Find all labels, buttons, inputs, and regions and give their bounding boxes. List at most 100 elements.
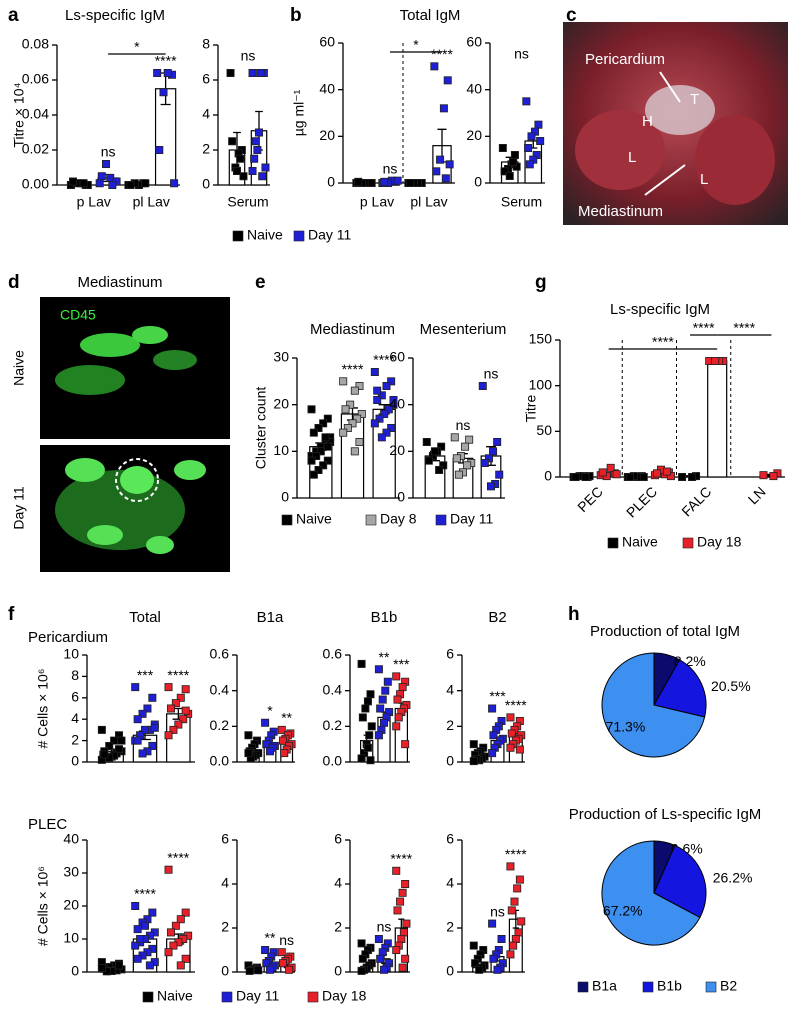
data-point	[392, 722, 401, 731]
legend-label: Day 8	[380, 511, 417, 527]
significance: ns	[101, 144, 116, 160]
data-point	[357, 409, 366, 418]
data-point	[379, 718, 388, 727]
data-point	[248, 69, 257, 78]
data-point	[314, 423, 323, 432]
data-point	[430, 62, 439, 71]
y-tick-label: 40	[389, 395, 405, 411]
data-point	[357, 659, 366, 668]
data-point	[463, 461, 472, 470]
significance: ****	[167, 667, 189, 683]
data-point	[323, 414, 332, 423]
data-point	[339, 428, 348, 437]
y-tick-label: 4	[202, 106, 210, 122]
significance: ****	[134, 886, 156, 902]
data-point	[97, 725, 106, 734]
significance: ****	[505, 697, 527, 713]
data-point	[439, 104, 448, 113]
data-point	[424, 456, 433, 465]
data-point	[366, 756, 375, 765]
data-point	[441, 174, 450, 183]
pie-label: 20.5%	[711, 678, 751, 694]
data-point	[598, 468, 607, 477]
data-point	[469, 740, 478, 749]
data-point	[355, 437, 364, 446]
data-point	[380, 177, 389, 186]
panel-letter: e	[255, 272, 266, 293]
data-point	[95, 179, 104, 188]
data-point	[133, 954, 142, 963]
data-point	[392, 672, 401, 681]
data-point	[527, 132, 536, 141]
y-tick-label: 0	[281, 489, 289, 505]
data-point	[136, 935, 145, 944]
y-axis-label: # Cells × 10⁶	[35, 668, 51, 748]
data-point	[115, 961, 124, 970]
data-point	[393, 176, 402, 185]
y-axis-label: Cluster count	[253, 387, 269, 470]
data-point	[489, 731, 498, 740]
data-point	[393, 906, 402, 915]
cluster	[153, 350, 197, 370]
y-tick-label: 0	[334, 963, 342, 979]
cluster	[55, 470, 185, 550]
y-tick-label: 40	[63, 831, 79, 847]
x-tick-label: PLEC	[623, 483, 660, 520]
photo-label: L	[628, 149, 636, 166]
data-point	[439, 461, 448, 470]
data-point	[399, 928, 408, 937]
pie-slice	[601, 840, 701, 946]
significance: ****	[431, 46, 453, 62]
data-point	[265, 965, 274, 974]
data-point	[97, 172, 106, 181]
significance: ns	[456, 417, 471, 433]
legend-swatch	[142, 991, 154, 1003]
photo-d: d Mediastinum CD45 Naive Day 11	[8, 272, 230, 572]
y-tick-label: 0	[446, 963, 454, 979]
y-tick-label: 4	[71, 710, 79, 726]
data-point	[319, 419, 328, 428]
data-point	[445, 160, 454, 169]
legend-swatch	[307, 991, 319, 1003]
data-point	[239, 172, 248, 181]
pie-title: Production of Ls-specific IgM	[569, 806, 762, 823]
data-point	[488, 919, 497, 928]
data-point	[505, 171, 514, 180]
data-point	[489, 954, 498, 963]
y-tick-label: 10	[63, 930, 79, 946]
legend-label: B1a	[592, 978, 617, 994]
plot-title: Mesenterium	[420, 321, 507, 338]
plot-title: Total	[129, 609, 161, 626]
data-point	[396, 897, 405, 906]
data-point	[343, 423, 352, 432]
data-point	[277, 725, 286, 734]
arrow	[644, 71, 686, 196]
data-point	[321, 433, 330, 442]
data-point	[398, 963, 407, 972]
data-point	[226, 69, 235, 78]
photo-label: T	[690, 91, 699, 108]
y-tick-label: 6	[221, 831, 229, 847]
y-tick-label: 0	[327, 174, 335, 190]
chart-title: Ls-specific IgM	[610, 301, 710, 318]
y-tick-label: 0.4	[323, 681, 343, 697]
heart	[645, 85, 715, 135]
y-tick-label: 0	[202, 176, 210, 192]
significance: **	[379, 649, 390, 665]
data-point	[176, 961, 185, 970]
data-point	[534, 120, 543, 129]
legend-swatch	[221, 991, 233, 1003]
y-tick-label: 0.04	[22, 106, 49, 122]
data-point	[376, 704, 385, 713]
data-point	[348, 419, 357, 428]
data-point	[170, 179, 179, 188]
data-point	[133, 925, 142, 934]
cluster	[80, 333, 140, 357]
data-point	[711, 357, 720, 366]
pie-label: 71.3%	[606, 718, 646, 734]
significance: ***	[393, 656, 410, 672]
legend-swatch	[705, 981, 717, 993]
data-point	[363, 697, 372, 706]
stain-label: CD45	[60, 307, 96, 323]
photo-label: Pericardium	[585, 51, 665, 68]
